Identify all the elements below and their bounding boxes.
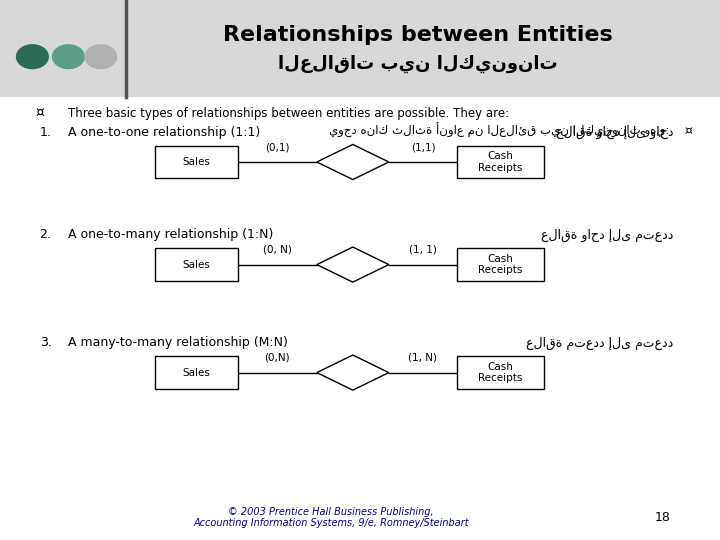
- Text: ¤: ¤: [35, 106, 44, 120]
- Text: Cash
Receipts: Cash Receipts: [478, 254, 523, 275]
- Text: 2.: 2.: [40, 228, 51, 241]
- Text: ¤: ¤: [684, 124, 692, 137]
- Text: (1, 1): (1, 1): [409, 245, 437, 255]
- Text: (0,N): (0,N): [264, 353, 290, 363]
- Text: العلاقات بين الكينونات: العلاقات بين الكينونات: [278, 55, 557, 73]
- Text: © 2003 Prentice Hall Business Publishing,
Accounting Information Systems, 9/e, R: © 2003 Prentice Hall Business Publishing…: [194, 507, 469, 528]
- FancyBboxPatch shape: [0, 0, 720, 97]
- Text: علاقة واحد إلى واحد: علاقة واحد إلى واحد: [556, 126, 673, 139]
- Text: (0,1): (0,1): [265, 142, 289, 152]
- Text: A one-to-many relationship (1:N): A one-to-many relationship (1:N): [68, 228, 274, 241]
- Circle shape: [85, 45, 117, 69]
- Text: علاقة متعدد إلى متعدد: علاقة متعدد إلى متعدد: [526, 336, 673, 349]
- Text: علاقة واحد إلى متعدد: علاقة واحد إلى متعدد: [541, 228, 673, 241]
- Text: A many-to-many relationship (M:N): A many-to-many relationship (M:N): [68, 336, 288, 349]
- Text: (1,1): (1,1): [410, 142, 436, 152]
- Text: Cash
Receipts: Cash Receipts: [478, 151, 523, 173]
- Text: Sales: Sales: [182, 260, 210, 269]
- Text: Cash
Receipts: Cash Receipts: [478, 362, 523, 383]
- Polygon shape: [317, 247, 389, 282]
- Circle shape: [17, 45, 48, 69]
- Text: (0, N): (0, N): [263, 245, 292, 255]
- Text: Sales: Sales: [182, 368, 210, 377]
- FancyBboxPatch shape: [457, 356, 544, 389]
- Text: 1.: 1.: [40, 126, 51, 139]
- Text: Sales: Sales: [182, 157, 210, 167]
- Polygon shape: [317, 145, 389, 179]
- Polygon shape: [317, 355, 389, 390]
- Text: 18: 18: [654, 511, 670, 524]
- Text: يوجد هناك ثلاثة أنواع من العلائق بين الكينونات وهي:: يوجد هناك ثلاثة أنواع من العلائق بين الك…: [329, 123, 670, 138]
- Circle shape: [53, 45, 84, 69]
- FancyBboxPatch shape: [457, 146, 544, 178]
- Text: (1, N): (1, N): [408, 353, 438, 363]
- Text: Three basic types of relationships between entities are possible. They are:: Three basic types of relationships betwe…: [68, 107, 510, 120]
- Text: 3.: 3.: [40, 336, 51, 349]
- FancyBboxPatch shape: [155, 356, 238, 389]
- Text: A one-to-one relationship (1:1): A one-to-one relationship (1:1): [68, 126, 261, 139]
- FancyBboxPatch shape: [155, 248, 238, 281]
- FancyBboxPatch shape: [155, 146, 238, 178]
- Text: Relationships between Entities: Relationships between Entities: [222, 25, 613, 45]
- FancyBboxPatch shape: [457, 248, 544, 281]
